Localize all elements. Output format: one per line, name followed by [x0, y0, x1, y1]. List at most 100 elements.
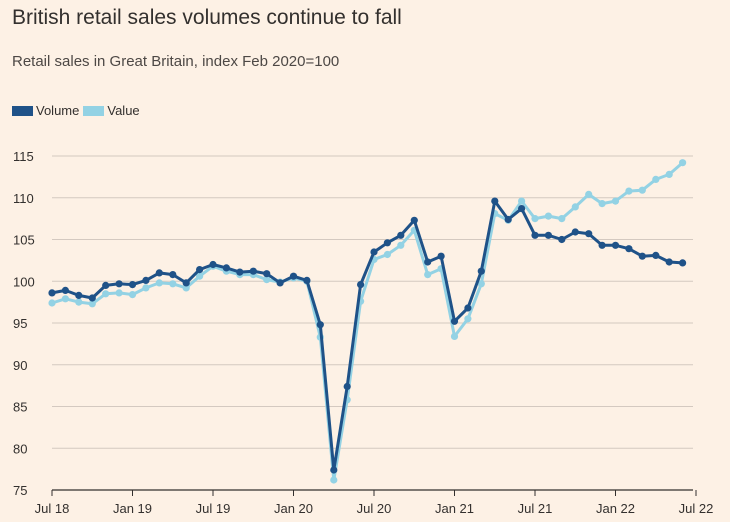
- x-tick-label: Jul 18: [35, 501, 70, 516]
- data-point-volume: [652, 251, 660, 259]
- legend-item-volume: Volume: [12, 103, 79, 118]
- data-point-volume: [61, 286, 69, 294]
- y-tick-label: 85: [13, 400, 27, 415]
- data-point-volume: [477, 267, 485, 275]
- data-point-value: [477, 280, 485, 288]
- data-point-value: [625, 187, 633, 195]
- x-axis-ticks: Jul 18 Jan 19 Jul 19 Jan 20 Jul 20 Jan 21 Jul …: [35, 490, 714, 516]
- legend-label-value: Value: [107, 103, 140, 118]
- data-point-value: [75, 298, 83, 306]
- data-point-volume: [128, 281, 137, 289]
- y-axis-ticks: 75 80 85 90 95 100 105 110 115: [13, 149, 35, 498]
- data-point-value: [397, 241, 405, 249]
- data-point-volume: [182, 279, 190, 287]
- data-point-volume: [196, 266, 204, 274]
- data-point-value: [571, 203, 579, 211]
- data-point-value: [638, 186, 646, 194]
- data-point-value: [450, 332, 459, 340]
- data-point-volume: [222, 264, 230, 272]
- data-point-value: [558, 215, 566, 223]
- legend-label-volume: Volume: [36, 103, 80, 118]
- series-line-volume: [50, 199, 685, 472]
- data-point-value: [169, 280, 177, 288]
- y-tick-label: 80: [13, 441, 27, 456]
- data-point-value: [531, 215, 539, 223]
- data-point-volume: [303, 276, 311, 284]
- data-point-volume: [464, 304, 472, 312]
- y-tick-label: 115: [13, 149, 34, 164]
- data-point-value: [102, 290, 110, 298]
- data-point-volume: [598, 241, 606, 249]
- data-point-volume: [585, 230, 593, 238]
- data-point-volume: [155, 269, 163, 277]
- x-tick-label: Jan 22: [596, 501, 635, 516]
- data-point-volume: [679, 259, 687, 267]
- data-point-value: [518, 197, 526, 205]
- data-point-value: [263, 276, 271, 284]
- data-point-volume: [544, 231, 553, 239]
- legend-item-value: Value: [83, 103, 140, 118]
- data-point-volume: [75, 291, 83, 299]
- series-volume: [48, 197, 687, 474]
- data-point-value: [196, 272, 204, 280]
- legend-swatch-volume: [12, 105, 33, 116]
- data-point-volume: [638, 252, 646, 260]
- data-point-value: [48, 299, 56, 307]
- data-point-value: [88, 300, 96, 308]
- data-point-value: [424, 271, 432, 279]
- chart-subtitle: Retail sales in Great Britain, index Feb…: [12, 53, 340, 70]
- data-point-value: [142, 284, 150, 292]
- data-point-value: [544, 212, 553, 220]
- data-point-volume: [625, 245, 633, 253]
- data-point-volume: [142, 276, 150, 284]
- x-tick-label: Jul 20: [357, 501, 392, 516]
- data-point-volume: [665, 258, 673, 266]
- chart-title: British retail sales volumes continue to…: [12, 6, 402, 29]
- data-point-volume: [518, 205, 526, 213]
- gridlines: [52, 155, 693, 491]
- series-value: [48, 159, 687, 484]
- data-point-volume: [504, 215, 512, 224]
- data-point-volume: [236, 268, 244, 276]
- data-point-volume: [410, 216, 418, 224]
- data-point-volume: [571, 228, 579, 236]
- data-point-volume: [383, 239, 391, 247]
- data-point-value: [128, 291, 137, 299]
- data-point-volume: [88, 294, 96, 302]
- data-point-value: [383, 250, 391, 259]
- series-line-value: [50, 161, 685, 482]
- data-point-volume: [249, 267, 257, 275]
- data-point-volume: [48, 289, 56, 297]
- data-point-value: [115, 289, 123, 297]
- x-tick-label: Jul 22: [679, 501, 714, 516]
- data-point-volume: [370, 248, 378, 256]
- data-point-value: [652, 175, 660, 183]
- x-tick-label: Jan 21: [435, 501, 474, 516]
- data-point-volume: [209, 260, 217, 269]
- x-tick-label: Jan 19: [113, 501, 152, 516]
- data-point-volume: [437, 252, 445, 260]
- y-tick-label: 110: [13, 191, 34, 206]
- data-point-volume: [611, 241, 620, 249]
- series: [48, 159, 687, 484]
- data-point-value: [665, 170, 673, 178]
- data-point-volume: [357, 281, 365, 289]
- data-point-value: [182, 284, 190, 292]
- data-point-value: [598, 200, 606, 208]
- data-point-volume: [102, 281, 110, 289]
- y-tick-label: 100: [13, 274, 35, 289]
- y-tick-label: 75: [13, 483, 27, 498]
- data-point-volume: [558, 235, 566, 244]
- x-tick-label: Jul 19: [196, 501, 231, 516]
- data-point-volume: [424, 258, 432, 266]
- y-tick-label: 90: [13, 358, 27, 373]
- data-point-volume: [330, 466, 338, 474]
- data-point-volume: [343, 382, 351, 391]
- data-point-value: [155, 279, 163, 287]
- data-point-volume: [397, 231, 405, 239]
- data-point-value: [679, 159, 687, 167]
- data-point-value: [611, 197, 620, 205]
- data-point-volume: [316, 321, 324, 329]
- legend: Volume Value: [12, 103, 144, 118]
